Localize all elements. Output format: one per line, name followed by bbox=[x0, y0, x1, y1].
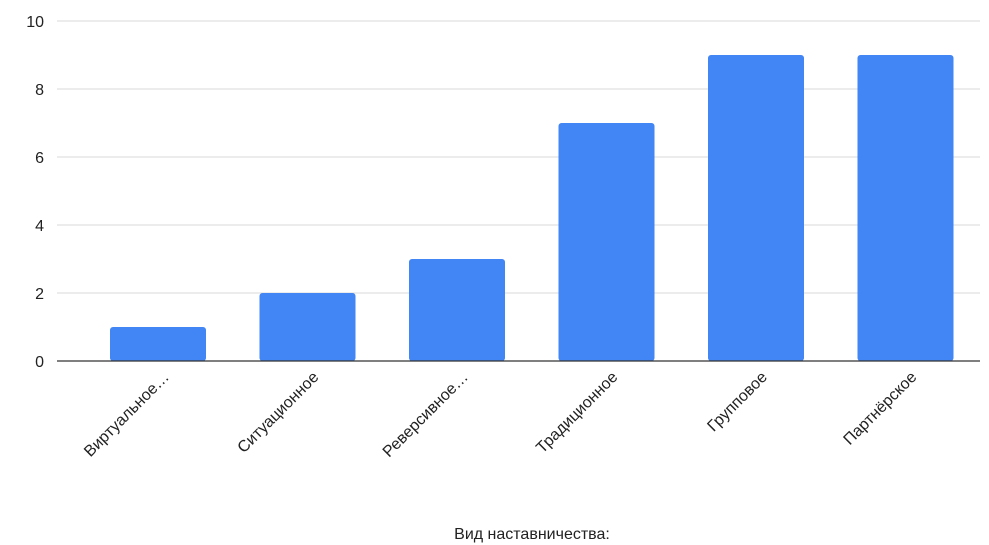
y-tick-label: 0 bbox=[35, 354, 44, 371]
x-tick-label: Партнёрское bbox=[841, 369, 921, 449]
y-tick-label: 6 bbox=[35, 150, 44, 167]
bar bbox=[259, 293, 356, 361]
x-axis-title: Вид наставничества: bbox=[454, 526, 610, 543]
grid-lines bbox=[57, 20, 980, 294]
bars bbox=[110, 55, 954, 361]
x-tick-label: Ситуационное bbox=[235, 369, 323, 457]
bar bbox=[857, 55, 954, 361]
bar bbox=[558, 123, 655, 361]
bar bbox=[708, 55, 804, 361]
bar bbox=[110, 327, 206, 361]
bar bbox=[409, 259, 505, 361]
y-tick-label: 8 bbox=[35, 82, 44, 99]
x-tick-label: Реверсивное… bbox=[380, 369, 472, 461]
x-axis-tick-labels: Виртуальное… Ситуационное Реверсивное… Трад… bbox=[81, 369, 920, 461]
x-tick-label: Виртуальное… bbox=[81, 369, 173, 461]
y-tick-label: 10 bbox=[26, 14, 44, 31]
y-tick-label: 2 bbox=[35, 286, 44, 303]
x-tick-label: Традиционное bbox=[533, 369, 621, 457]
x-tick-label: Групповое bbox=[704, 369, 770, 435]
y-axis-tick-labels: 0 2 4 6 8 10 bbox=[26, 14, 44, 371]
y-tick-label: 4 bbox=[35, 218, 44, 235]
